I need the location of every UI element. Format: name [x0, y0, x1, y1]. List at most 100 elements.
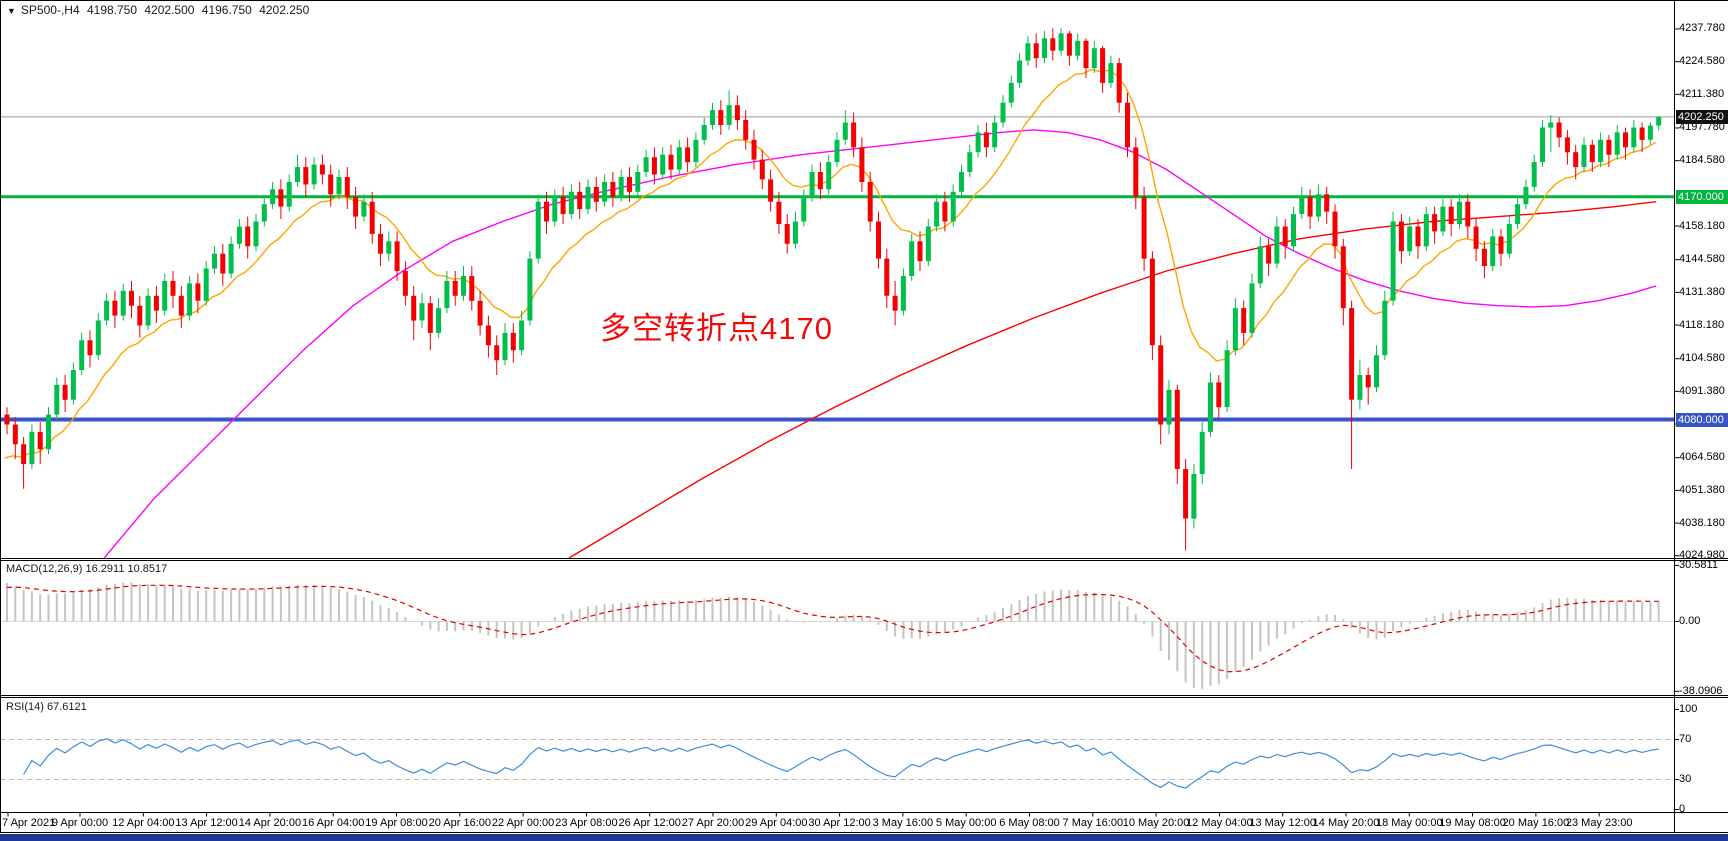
bull-candle: [1506, 224, 1512, 254]
bull-candle: [104, 300, 110, 321]
bear-candle: [1116, 63, 1122, 103]
bull-candle: [1581, 144, 1587, 168]
rsi-tick-label: 30: [1679, 773, 1692, 785]
price-tick-label: 4104.580: [1679, 352, 1725, 365]
bear-candle: [1307, 196, 1313, 217]
bear-candle: [328, 174, 334, 195]
time-tick-label: 9 Apr 00:00: [51, 817, 109, 829]
time-tick-label: 20 May 16:00: [1502, 817, 1570, 829]
bull-candle: [1224, 350, 1230, 408]
price-tick-label: 4024.980: [1679, 549, 1725, 562]
bull-candle: [162, 280, 168, 311]
symbol-dropdown-icon[interactable]: ▼: [7, 6, 16, 16]
bull-candle: [120, 290, 126, 316]
bear-candle: [734, 105, 740, 121]
time-tick-label: 19 Apr 08:00: [365, 817, 428, 829]
support-price-badge: 4080.000: [1676, 412, 1728, 427]
bear-candle: [245, 226, 251, 247]
time-tick-label: 13 May 12:00: [1249, 817, 1317, 829]
bear-candle: [1473, 226, 1479, 249]
bull-candle: [535, 201, 541, 259]
chart-annotation-text[interactable]: 多空转折点4170: [600, 311, 833, 346]
bull-candle: [1257, 246, 1263, 284]
bear-candle: [394, 241, 400, 271]
bear-candle: [1498, 236, 1504, 254]
bull-candle: [842, 122, 848, 140]
bull-candle: [253, 221, 259, 247]
bear-candle: [560, 196, 566, 215]
bear-candle: [1083, 40, 1089, 68]
bear-candle: [892, 295, 898, 311]
bear-candle: [867, 181, 873, 222]
time-tick-label: 26 Apr 12:00: [618, 817, 681, 829]
bull-candle: [934, 201, 940, 227]
bull-candle: [1357, 375, 1363, 400]
bear-candle: [1216, 382, 1222, 408]
bear-candle: [278, 189, 284, 207]
ohlc-close: 4202.250: [259, 3, 310, 17]
bear-candle: [452, 280, 458, 296]
bull-candle: [909, 241, 915, 276]
bear-candle: [369, 201, 375, 234]
bear-candle: [1183, 469, 1189, 519]
time-tick-label: 19 May 08:00: [1439, 817, 1506, 829]
bear-candle: [1241, 308, 1247, 333]
bull-candle: [635, 172, 641, 192]
bull-candle: [145, 295, 151, 326]
bull-candle: [1531, 162, 1537, 187]
bull-candle: [701, 125, 707, 140]
bull-candle: [834, 139, 840, 163]
bull-candle: [1166, 389, 1172, 425]
bull-candle: [270, 189, 276, 205]
bear-candle: [402, 271, 408, 296]
bull-candle: [261, 204, 267, 222]
bear-candle: [1149, 258, 1155, 346]
symbol-period: SP500-,H4: [20, 3, 80, 17]
time-tick-label: 30 Apr 12:00: [808, 817, 871, 829]
bear-candle: [1623, 132, 1628, 148]
bull-candle: [618, 177, 624, 197]
bear-candle: [153, 295, 159, 311]
time-tick-label: 6 May 08:00: [999, 817, 1060, 829]
bull-candle: [959, 172, 964, 192]
bull-candle: [1490, 236, 1496, 267]
bull-candle: [693, 139, 699, 163]
bear-candle: [593, 186, 599, 202]
bull-candle: [228, 243, 234, 274]
time-tick-label: 20 Apr 16:00: [428, 817, 491, 829]
bull-candle: [1108, 63, 1114, 83]
bull-candle: [1631, 127, 1637, 148]
bear-candle: [1125, 102, 1130, 148]
rsi-tick-label: 0: [1679, 803, 1686, 815]
bear-candle: [1174, 389, 1180, 469]
orange-fast-ma-line: [4, 68, 1657, 459]
bull-candle: [1199, 431, 1205, 474]
rsi-line: [23, 738, 1659, 789]
bear-candle: [1349, 308, 1355, 400]
time-tick-label: 18 May 00:00: [1375, 817, 1443, 829]
bull-candle: [212, 253, 217, 269]
candles-layer[interactable]: [4, 28, 1662, 551]
bear-candle: [759, 159, 765, 180]
ohlc-high: 4202.500: [144, 3, 195, 17]
bull-candle: [444, 280, 450, 309]
bear-candle: [303, 167, 309, 185]
bear-candle: [851, 122, 857, 148]
bull-candle: [1440, 206, 1446, 232]
bull-candle: [801, 196, 807, 222]
bull-candle: [925, 226, 931, 262]
bull-candle: [1515, 204, 1521, 224]
bull-candle: [203, 268, 209, 301]
bull-candle: [286, 181, 292, 207]
bull-candle: [187, 283, 193, 316]
bear-candle: [544, 201, 549, 222]
bull-candle: [1548, 122, 1554, 128]
bear-candle: [1398, 221, 1404, 252]
bull-candle: [236, 226, 242, 244]
bull-candle: [419, 303, 425, 321]
bull-candle: [676, 147, 682, 170]
bull-candle: [295, 167, 300, 182]
ohlc-low: 4196.750: [201, 3, 252, 17]
bull-candle: [386, 241, 392, 254]
